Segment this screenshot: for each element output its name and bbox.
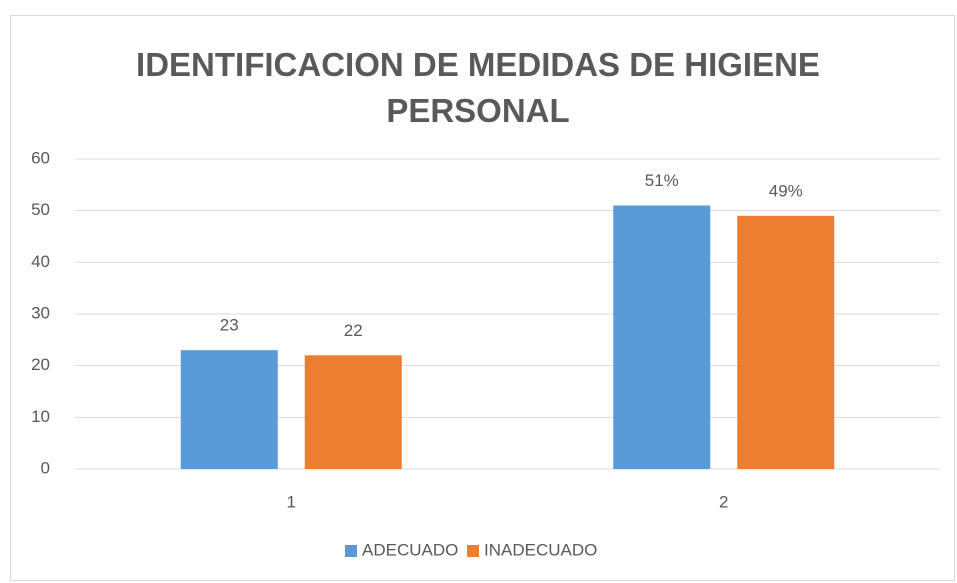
- bar: [737, 215, 835, 469]
- data-label: 22: [344, 321, 363, 340]
- y-tick-label: 60: [31, 148, 50, 167]
- bar: [180, 350, 278, 469]
- y-tick-label: 40: [31, 252, 50, 271]
- y-tick-label: 10: [31, 407, 50, 426]
- y-tick-label: 50: [31, 200, 50, 219]
- y-tick-label: 30: [31, 303, 50, 322]
- data-label: 23: [220, 316, 239, 335]
- y-tick-label: 20: [31, 355, 50, 374]
- x-tick-label: 2: [719, 492, 728, 511]
- data-label: 49%: [769, 181, 803, 200]
- legend-label: ADECUADO: [362, 540, 458, 559]
- data-label: 51%: [645, 171, 679, 190]
- legend-swatch: [345, 545, 357, 557]
- x-tick-label: 1: [287, 492, 296, 511]
- legend-label: INADECUADO: [484, 540, 597, 559]
- legend-swatch: [467, 545, 479, 557]
- bar: [304, 355, 402, 469]
- bar: [613, 205, 711, 469]
- y-tick-label: 0: [41, 458, 50, 477]
- chart-title: IDENTIFICACION DE MEDIDAS DE HIGIENE PER…: [136, 46, 820, 129]
